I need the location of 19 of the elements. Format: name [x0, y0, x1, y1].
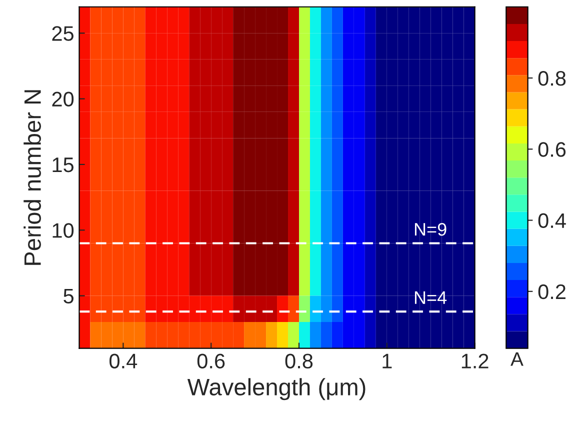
y-axis-title: Period number N: [24, 90, 41, 265]
color-bar-title: A: [510, 352, 524, 366]
ref-line-label: N=4: [414, 291, 447, 304]
ref-line-label: N=9: [414, 222, 446, 236]
color-bar-label: 0.8: [538, 71, 566, 86]
y-tick-label: 20: [52, 92, 74, 107]
x-tick-label: 1.2: [462, 354, 488, 368]
color-bar-label: 0.6: [538, 142, 566, 157]
y-tick-label: 15: [52, 158, 74, 172]
x-tick-label: 1: [382, 354, 392, 368]
color-bar-label: 0.4: [538, 213, 566, 228]
y-tick-label: 25: [52, 26, 74, 41]
x-tick-label: 0.8: [285, 354, 313, 368]
color-bar-label: 0.2: [538, 284, 566, 300]
x-tick-label: 0.6: [197, 354, 225, 368]
y-tick-label: 10: [52, 223, 74, 238]
y-tick-label: 5: [64, 288, 74, 304]
x-tick-label: 0.4: [110, 354, 138, 368]
x-axis-title: Wavelength (μm): [187, 378, 366, 400]
